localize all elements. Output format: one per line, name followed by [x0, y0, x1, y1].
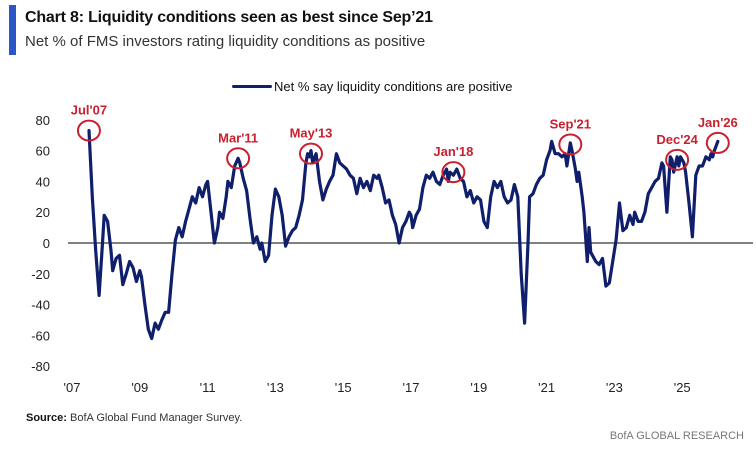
- x-tick-label: '19: [470, 380, 487, 395]
- source-note: Source: BofA Global Fund Manager Survey.: [26, 412, 242, 424]
- source-text: BofA Global Fund Manager Survey.: [66, 412, 243, 424]
- y-tick-label: 20: [36, 205, 50, 220]
- annotation-label: Jan'26: [698, 115, 738, 130]
- source-label: Source:: [26, 412, 67, 424]
- x-tick-label: '15: [335, 380, 352, 395]
- annotation-label: Dec'24: [656, 132, 698, 147]
- annotation-circle: [705, 131, 730, 154]
- legend: Net % say liquidity conditions are posit…: [232, 79, 512, 94]
- x-tick-label: '11: [200, 380, 216, 395]
- annotation-circle: [76, 119, 101, 142]
- annotation-circle: [226, 147, 251, 170]
- chart-title: Chart 8: Liquidity conditions seen as be…: [25, 9, 433, 26]
- y-tick-label: -20: [31, 267, 50, 282]
- y-tick-label: -80: [31, 359, 50, 374]
- legend-swatch: [232, 85, 272, 88]
- x-tick-label: '09: [131, 380, 148, 395]
- annotation-label: May'13: [290, 126, 333, 141]
- annotation-label: Jul'07: [71, 103, 107, 118]
- chart-subtitle: Net % of FMS investors rating liquidity …: [25, 33, 426, 50]
- legend-label: Net % say liquidity conditions are posit…: [274, 79, 513, 94]
- y-tick-label: 40: [36, 174, 50, 189]
- annotation-label: Sep'21: [550, 116, 591, 131]
- annotation-label: Mar'11: [218, 130, 258, 145]
- x-tick-label: '07: [64, 380, 81, 395]
- x-tick-label: '13: [267, 380, 284, 395]
- x-tick-label: '17: [403, 380, 420, 395]
- y-tick-label: 0: [43, 236, 50, 251]
- annotation-circle: [558, 133, 583, 156]
- y-axis: 80 60 40 20 0 -20 -40 -60 -80: [31, 113, 50, 374]
- x-tick-label: '25: [674, 380, 691, 395]
- x-tick-label: '23: [606, 380, 623, 395]
- y-tick-label: -40: [31, 298, 50, 313]
- annotations: Jul'07 Mar'11 May'13 Jan'18 Sep'21 Dec'24Jan'…: [71, 103, 738, 184]
- x-tick-label: '21: [538, 380, 555, 395]
- annotation-circle: [441, 161, 466, 184]
- series-line: [87, 129, 720, 341]
- y-tick-label: 80: [36, 113, 50, 128]
- brand-label: BofA GLOBAL RESEARCH: [609, 430, 744, 442]
- annotation-circle: [665, 148, 690, 171]
- title-accent-bar: [9, 5, 16, 55]
- series-group: [87, 129, 720, 341]
- annotation-circle: [298, 142, 323, 165]
- x-axis: '07 '09 '11 '13 '15 '17 '19 '21 '23 '25: [64, 380, 691, 395]
- y-tick-label: 60: [36, 144, 50, 159]
- annotation-label: Jan'18: [433, 144, 473, 159]
- y-tick-label: -60: [31, 328, 50, 343]
